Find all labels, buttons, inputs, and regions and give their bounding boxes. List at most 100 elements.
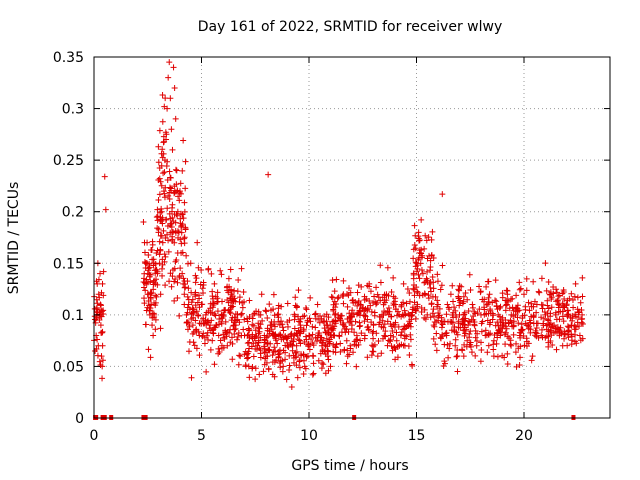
data-point <box>330 307 337 314</box>
data-point <box>418 216 425 223</box>
data-point <box>188 374 195 381</box>
data-point <box>288 384 295 391</box>
data-point <box>448 318 455 325</box>
data-point <box>179 167 186 174</box>
data-point <box>163 136 170 143</box>
data-point <box>384 318 391 325</box>
data-point <box>250 311 257 318</box>
data-point <box>441 341 448 348</box>
data-point <box>426 280 433 287</box>
data-point <box>245 363 252 370</box>
data-point <box>579 311 586 318</box>
data-point <box>574 306 581 313</box>
data-point <box>153 293 160 300</box>
data-point <box>266 301 273 308</box>
data-point <box>294 374 301 381</box>
data-point <box>450 298 457 305</box>
data-point <box>296 358 303 365</box>
data-point <box>370 343 377 350</box>
data-point <box>329 294 336 301</box>
data-point <box>227 266 234 273</box>
data-point <box>266 346 273 353</box>
data-point <box>439 262 446 269</box>
data-point <box>413 307 420 314</box>
data-point <box>307 318 314 325</box>
data-point <box>365 327 372 334</box>
data-point <box>504 361 511 368</box>
data-point <box>403 300 410 307</box>
data-point <box>92 347 99 354</box>
data-point <box>292 294 299 301</box>
data-point <box>433 330 440 337</box>
data-point <box>156 191 163 198</box>
data-point <box>291 331 298 338</box>
data-point <box>284 300 291 307</box>
data-point <box>198 320 205 327</box>
data-point <box>424 311 431 318</box>
data-point <box>553 316 560 323</box>
data-point <box>257 334 264 341</box>
data-point <box>530 320 537 327</box>
data-point <box>322 370 329 377</box>
data-point <box>512 311 519 318</box>
data-point <box>313 338 320 345</box>
data-point <box>208 270 215 277</box>
data-point <box>97 322 104 329</box>
data-point <box>548 295 555 302</box>
data-point <box>384 342 391 349</box>
data-point <box>195 312 202 319</box>
data-point <box>571 293 578 300</box>
data-point <box>271 373 278 380</box>
data-point <box>373 330 380 337</box>
data-point <box>561 335 568 342</box>
data-point <box>310 370 317 377</box>
data-point <box>303 336 310 343</box>
data-point <box>410 275 417 282</box>
data-point <box>533 333 540 340</box>
data-point <box>182 158 189 165</box>
data-point <box>178 240 185 247</box>
data-point <box>171 265 178 272</box>
data-point <box>209 337 216 344</box>
data-point <box>271 312 278 319</box>
data-point <box>441 318 448 325</box>
data-point <box>538 332 545 339</box>
data-point <box>202 311 209 318</box>
data-point <box>438 320 445 327</box>
data-point <box>185 301 192 308</box>
data-point <box>177 188 183 195</box>
data-point <box>304 353 311 360</box>
data-point <box>162 184 169 191</box>
data-point <box>152 292 159 299</box>
data-point <box>249 321 256 328</box>
data-point <box>492 322 499 329</box>
data-point <box>206 325 213 332</box>
data-point <box>347 342 354 349</box>
data-point <box>469 301 476 308</box>
data-point <box>301 312 308 319</box>
data-point <box>409 306 416 313</box>
data-point <box>160 188 167 195</box>
data-point <box>156 260 163 267</box>
data-point <box>215 332 222 339</box>
data-point <box>271 321 278 328</box>
data-point <box>455 286 462 293</box>
data-point <box>159 272 166 279</box>
data-point <box>559 300 566 307</box>
data-point <box>578 319 585 326</box>
data-point <box>201 340 208 347</box>
data-point <box>358 330 365 337</box>
data-point <box>427 284 434 291</box>
data-point <box>297 340 304 347</box>
data-point <box>277 364 284 371</box>
data-point <box>430 322 437 329</box>
data-point <box>544 316 551 323</box>
data-point <box>507 296 514 303</box>
data-point <box>235 361 242 368</box>
data-point <box>379 311 386 318</box>
data-point <box>428 288 435 295</box>
data-point <box>179 270 186 277</box>
data-point <box>277 331 284 338</box>
data-point <box>318 342 325 349</box>
data-point <box>430 335 437 342</box>
